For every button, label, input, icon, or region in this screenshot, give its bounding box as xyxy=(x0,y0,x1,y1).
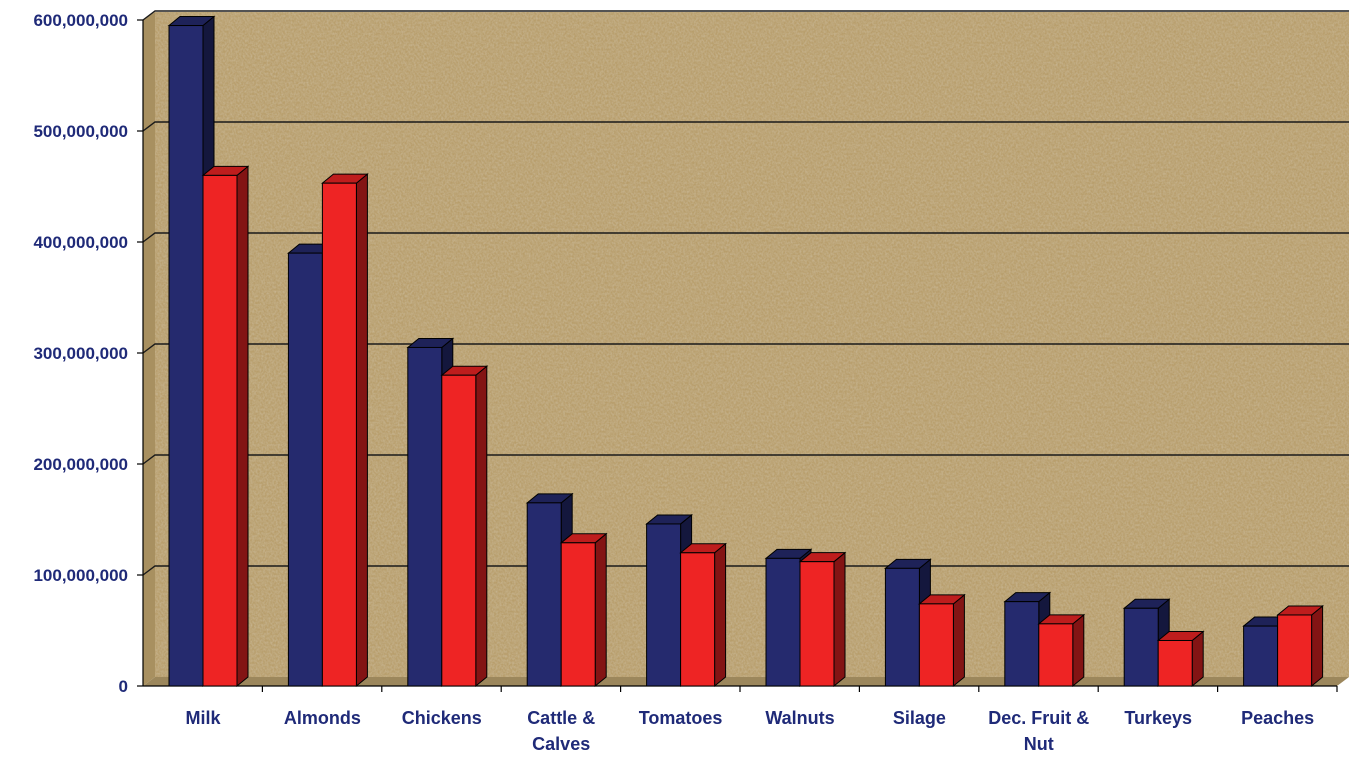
y-tick-label: 600,000,000 xyxy=(33,11,128,30)
x-tick-label: Peaches xyxy=(1241,708,1314,728)
bar-tomatoes-series-2 xyxy=(679,542,728,688)
x-tick-label: Dec. Fruit & Nut xyxy=(988,708,1089,754)
gridline xyxy=(142,343,1349,354)
y-tick-label: 100,000,000 xyxy=(33,566,128,585)
x-axis-tick-labels: Milk Almonds Chickens Cattle & Calves Tomatoe… xyxy=(185,708,1314,754)
bar-chickens-series-2 xyxy=(440,365,489,688)
bar-walnuts-series-2 xyxy=(798,551,847,688)
gridlines xyxy=(142,10,1349,576)
x-tick-label: Almonds xyxy=(284,708,361,728)
x-tick-label: Milk xyxy=(185,708,221,728)
gridline xyxy=(142,10,1349,21)
x-tick-label: Cattle & Calves xyxy=(527,708,595,754)
bar-turkeys-series-2 xyxy=(1156,630,1205,688)
y-tick-label: 400,000,000 xyxy=(33,233,128,252)
bar-peaches-series-2 xyxy=(1276,604,1325,688)
gridline xyxy=(142,454,1349,465)
bar-silage-series-2 xyxy=(917,593,966,688)
x-tick-label: Walnuts xyxy=(765,708,834,728)
y-tick-label: 200,000,000 xyxy=(33,455,128,474)
gridline xyxy=(142,232,1349,243)
bars xyxy=(167,15,1325,688)
y-tick-label: 500,000,000 xyxy=(33,122,128,141)
y-tick-label: 0 xyxy=(119,677,128,696)
bar-dec-fruit-nut-series-2 xyxy=(1037,613,1086,688)
gridline xyxy=(142,121,1349,132)
x-tick-label: Tomatoes xyxy=(639,708,723,728)
x-tick-label: Silage xyxy=(893,708,946,728)
x-tick-label: Chickens xyxy=(402,708,482,728)
x-tick-label: Turkeys xyxy=(1124,708,1192,728)
y-tick-label: 300,000,000 xyxy=(33,344,128,363)
bar-cattle-calves-series-2 xyxy=(559,532,608,688)
gridline xyxy=(142,565,1349,576)
bar-milk-series-2 xyxy=(201,165,250,688)
bar-almonds-series-2 xyxy=(320,173,369,688)
y-axis-tick-labels: 0 100,000,000 200,000,000 300,000,000 400,00… xyxy=(33,11,128,696)
